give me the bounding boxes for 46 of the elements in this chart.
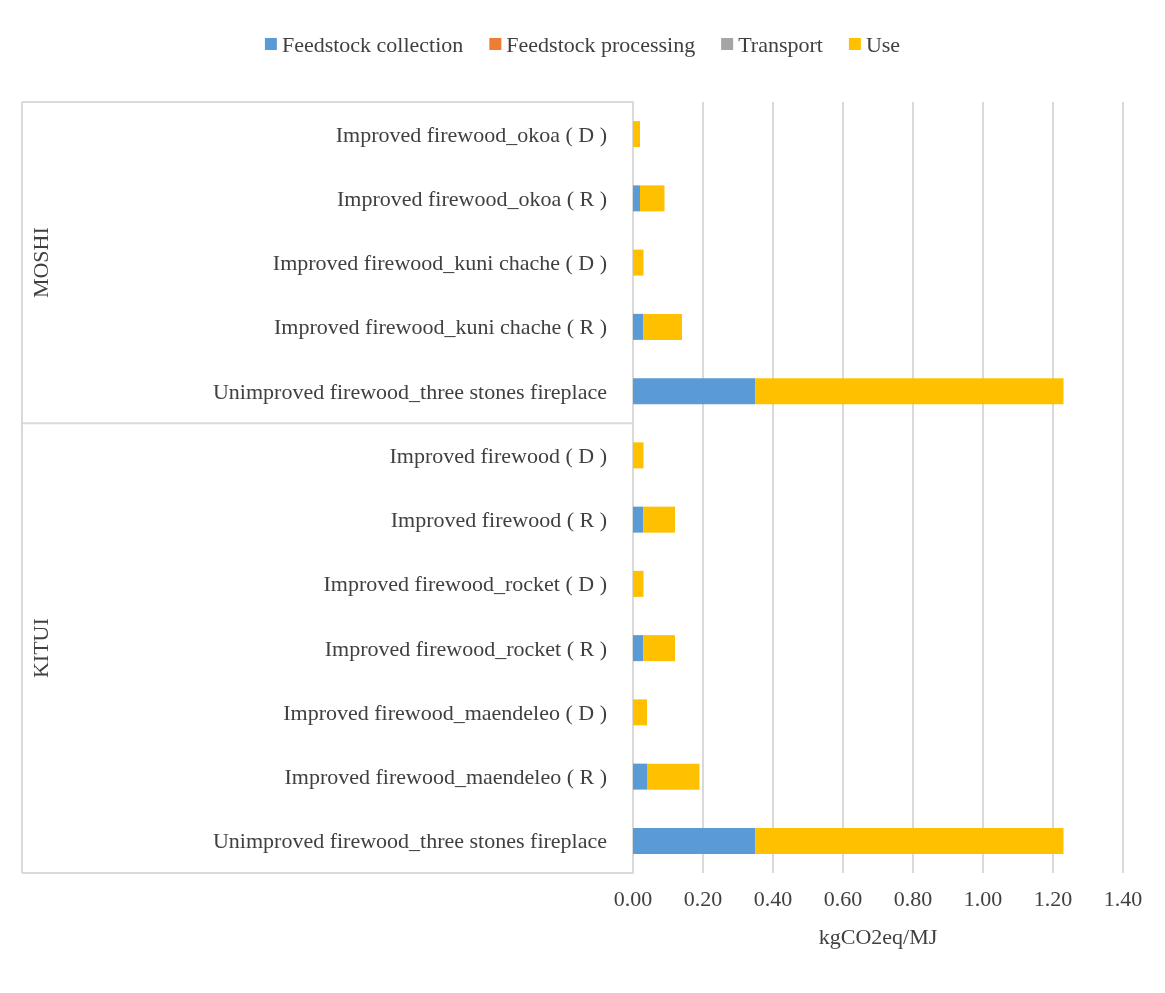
bar [633,699,647,726]
bar [640,185,665,212]
y-tick-label: Improved firewood_kuni chache ( R ) [274,314,607,340]
x-tick-label: 0.20 [683,885,723,911]
y-tick-label: Improved firewood_maendeleo ( R ) [284,764,607,790]
x-tick-label: 1.20 [1033,885,1073,911]
y-tick-label: Improved firewood_kuni chache ( D ) [272,250,607,276]
text: MOSHI [27,227,53,299]
bar [633,249,644,276]
y-tick-label: Improved firewood_rocket ( D ) [323,571,607,597]
bar [633,121,640,148]
y-tick-label: Unimproved firewood_three stones fireplace [212,378,607,404]
legend-label: Use [865,31,901,57]
bar [755,827,1064,854]
bar [643,313,682,340]
x-axis-title: kgCO2eq/MJ [818,923,938,949]
legend-label: Transport [738,31,823,57]
x-tick-label: 0.80 [893,885,933,911]
y-tick-label: Unimproved firewood_three stones fireplace [212,828,607,854]
bar [633,570,644,597]
bar [633,827,756,854]
y-tick-label: Improved firewood ( R ) [390,507,607,533]
bar [633,763,647,790]
y-tick-label: Improved firewood_okoa ( D ) [335,121,607,147]
x-tick-label: 1.00 [963,885,1003,911]
bar [633,185,640,212]
bar [633,506,644,533]
x-tick-label: 1.40 [1103,885,1143,911]
bar [755,378,1064,405]
bar [633,442,644,469]
x-tick-label: 0.60 [823,885,863,911]
y-tick-label: Improved firewood_rocket ( R ) [324,635,607,661]
y-tick-label: Improved firewood ( D ) [389,442,607,468]
legend-label: Feedstock processing [506,31,696,57]
y-tick-label: Improved firewood_maendeleo ( D ) [283,699,607,725]
x-tick-label: 0.00 [613,885,653,911]
text: KITUI [27,618,53,679]
bar [633,313,644,340]
bar [633,635,644,662]
y-tick-label: Improved firewood_okoa ( R ) [336,185,607,211]
legend-label: Feedstock collection [281,31,464,57]
x-tick-label: 0.40 [753,885,793,911]
bar [643,635,675,662]
bar [633,378,756,405]
bar [643,506,675,533]
bar [647,763,700,790]
